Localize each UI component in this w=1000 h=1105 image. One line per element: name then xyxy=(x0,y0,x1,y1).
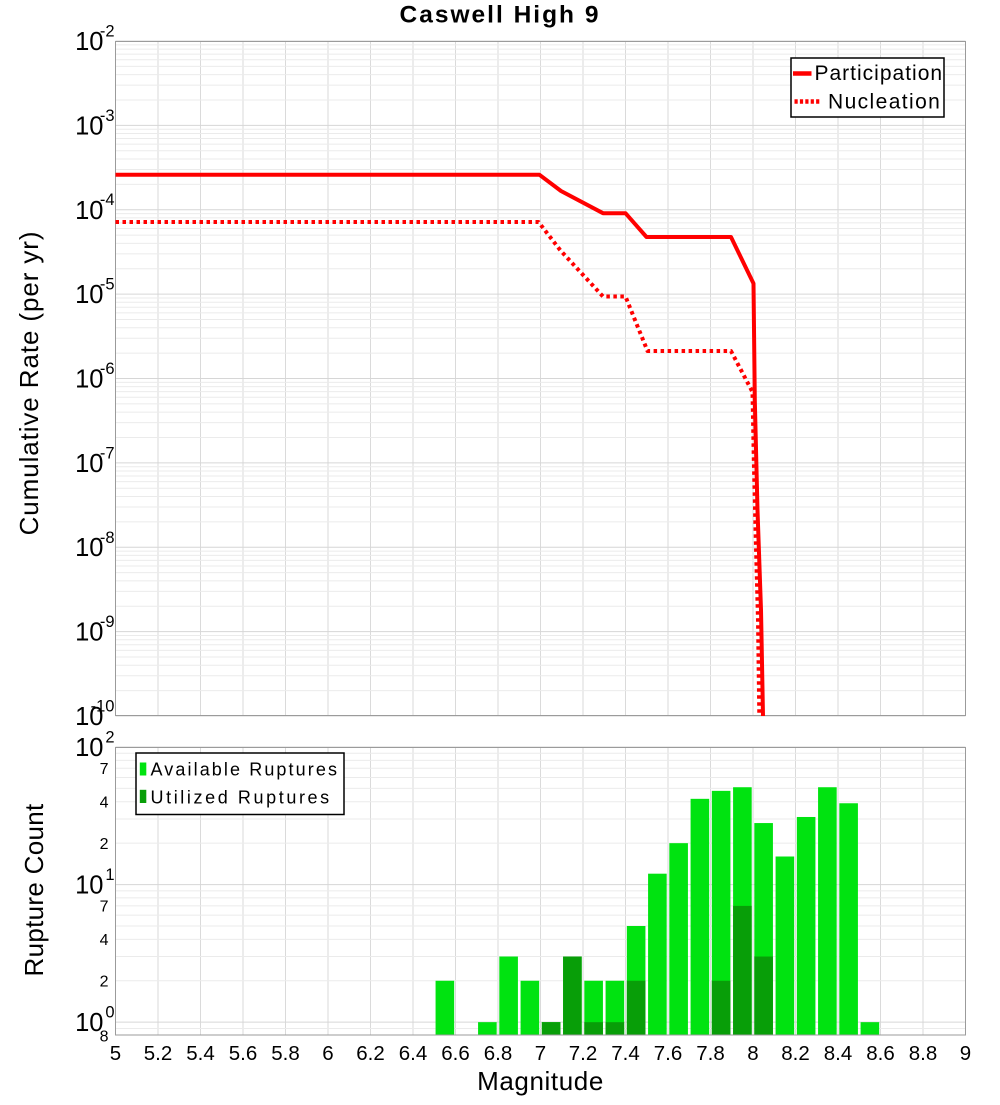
svg-text:8.2: 8.2 xyxy=(781,1042,810,1065)
svg-text:-8: -8 xyxy=(100,529,115,547)
svg-text:6: 6 xyxy=(322,1042,333,1065)
svg-text:Available Ruptures: Available Ruptures xyxy=(151,760,340,780)
svg-text:10: 10 xyxy=(75,197,103,225)
svg-text:-5: -5 xyxy=(100,276,115,294)
svg-text:4: 4 xyxy=(100,932,109,949)
svg-text:1: 1 xyxy=(105,866,114,884)
svg-text:-2: -2 xyxy=(100,23,115,41)
svg-text:5.8: 5.8 xyxy=(271,1042,300,1065)
svg-text:10: 10 xyxy=(75,281,103,309)
svg-text:7.8: 7.8 xyxy=(696,1042,725,1065)
svg-text:8.6: 8.6 xyxy=(866,1042,895,1065)
svg-text:2: 2 xyxy=(100,974,109,991)
svg-text:9: 9 xyxy=(960,1042,971,1065)
svg-text:6.2: 6.2 xyxy=(356,1042,385,1065)
svg-text:10: 10 xyxy=(75,1009,103,1037)
svg-text:4: 4 xyxy=(100,795,109,812)
svg-text:8: 8 xyxy=(747,1042,758,1065)
svg-text:7.4: 7.4 xyxy=(611,1042,640,1065)
svg-text:10: 10 xyxy=(75,872,103,900)
svg-text:Nucleation: Nucleation xyxy=(828,91,941,114)
svg-text:8.8: 8.8 xyxy=(909,1042,938,1065)
svg-text:7.6: 7.6 xyxy=(654,1042,683,1065)
svg-text:5.6: 5.6 xyxy=(229,1042,258,1065)
svg-text:0: 0 xyxy=(105,1004,114,1022)
svg-text:10: 10 xyxy=(75,112,103,140)
svg-text:Rupture Count: Rupture Count xyxy=(19,803,49,976)
svg-text:5.2: 5.2 xyxy=(144,1042,173,1065)
svg-text:7.2: 7.2 xyxy=(569,1042,598,1065)
svg-text:7: 7 xyxy=(100,899,109,916)
svg-text:-6: -6 xyxy=(100,360,115,378)
svg-text:6.4: 6.4 xyxy=(399,1042,428,1065)
svg-text:7: 7 xyxy=(535,1042,546,1065)
svg-text:5: 5 xyxy=(110,1042,121,1065)
svg-text:10: 10 xyxy=(75,28,103,56)
svg-text:6.8: 6.8 xyxy=(484,1042,513,1065)
svg-text:10: 10 xyxy=(75,534,103,562)
svg-text:-7: -7 xyxy=(100,444,115,462)
svg-text:6.6: 6.6 xyxy=(441,1042,470,1065)
svg-text:-4: -4 xyxy=(100,191,115,209)
svg-text:10: 10 xyxy=(75,450,103,478)
svg-text:2: 2 xyxy=(100,836,109,853)
svg-text:Utilized Ruptures: Utilized Ruptures xyxy=(151,788,332,808)
svg-text:10: 10 xyxy=(75,366,103,394)
svg-text:5.4: 5.4 xyxy=(186,1042,215,1065)
svg-text:-9: -9 xyxy=(100,613,115,631)
svg-text:7: 7 xyxy=(100,761,109,778)
svg-text:Participation: Participation xyxy=(815,62,944,85)
svg-text:10: 10 xyxy=(75,703,103,731)
svg-text:10: 10 xyxy=(75,619,103,647)
svg-text:Magnitude: Magnitude xyxy=(477,1066,604,1096)
svg-text:-10: -10 xyxy=(91,698,115,716)
svg-text:8.4: 8.4 xyxy=(824,1042,853,1065)
svg-text:Caswell High 9: Caswell High 9 xyxy=(400,2,601,29)
svg-text:10: 10 xyxy=(75,734,103,762)
svg-text:-3: -3 xyxy=(100,107,115,125)
svg-text:Cumulative Rate (per yr): Cumulative Rate (per yr) xyxy=(14,231,44,536)
svg-text:2: 2 xyxy=(105,729,114,747)
svg-text:8: 8 xyxy=(100,1028,109,1045)
